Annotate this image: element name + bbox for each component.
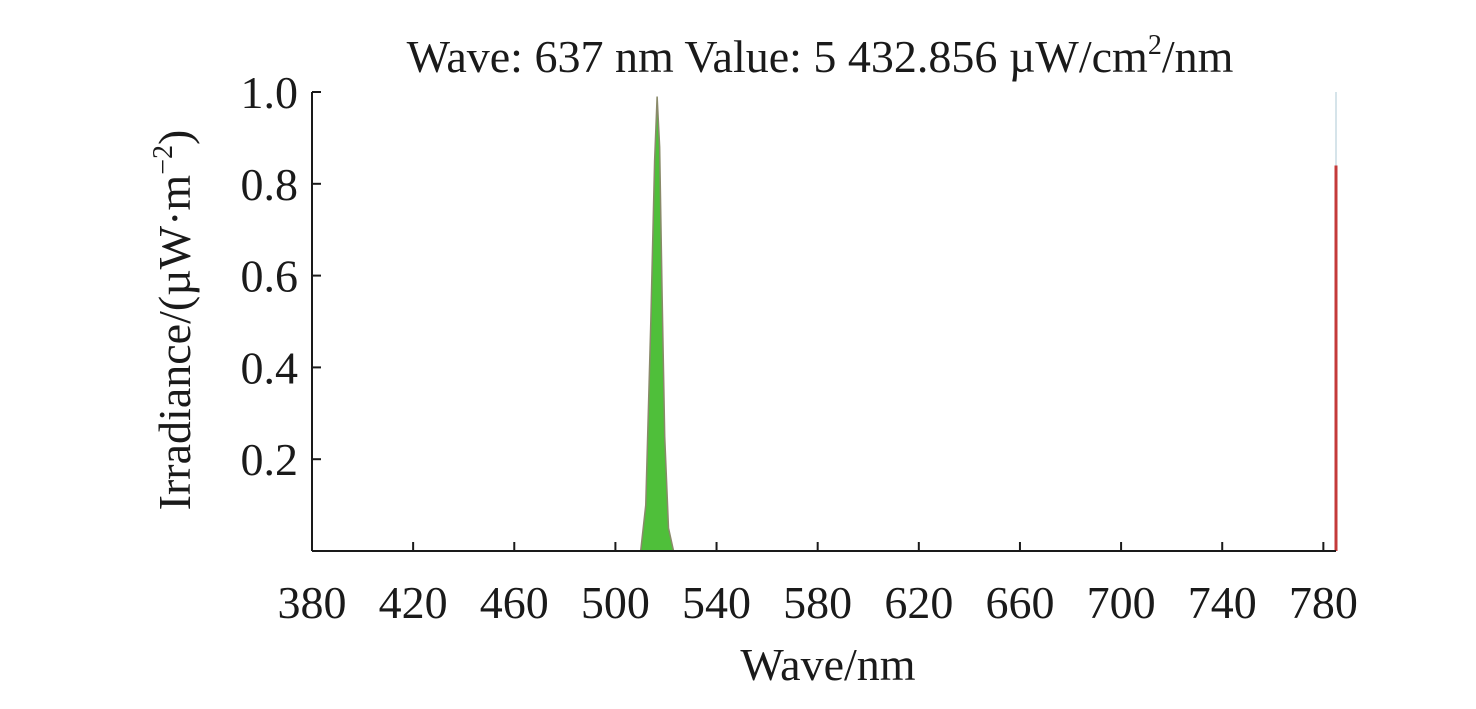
series-marks (639, 92, 1338, 552)
axes: 380 420 460 500 540 580 620 660 700 740 780 0.2 0.4 0… (241, 67, 1358, 628)
x-tick-label: 620 (884, 577, 953, 628)
x-tick-label: 540 (682, 577, 751, 628)
x-tick-label: 740 (1188, 577, 1257, 628)
y-tick-label: 0.8 (241, 159, 299, 210)
y-tick-label: 0.4 (241, 342, 299, 393)
y-tick-label: 0.2 (241, 434, 299, 485)
x-tick-label: 460 (480, 577, 549, 628)
y-tick-label: 1.0 (241, 67, 299, 118)
x-tick-label: 380 (278, 577, 347, 628)
x-axis-label: Wave/nm (740, 639, 915, 690)
chart-title: Wave: 637 nm Value: 5 432.856 µW/cm2/nm (407, 30, 1234, 82)
y-axis-label: Irradiance/(µW·m−2) (148, 130, 200, 511)
x-tick-label: 420 (379, 577, 448, 628)
x-tick-label: 500 (581, 577, 650, 628)
x-tick-label: 700 (1087, 577, 1156, 628)
x-tick-label: 580 (783, 577, 852, 628)
series-0-area (639, 96, 675, 552)
y-tick-label: 0.6 (241, 251, 299, 302)
x-tick-label: 780 (1289, 577, 1358, 628)
x-tick-label: 660 (985, 577, 1054, 628)
